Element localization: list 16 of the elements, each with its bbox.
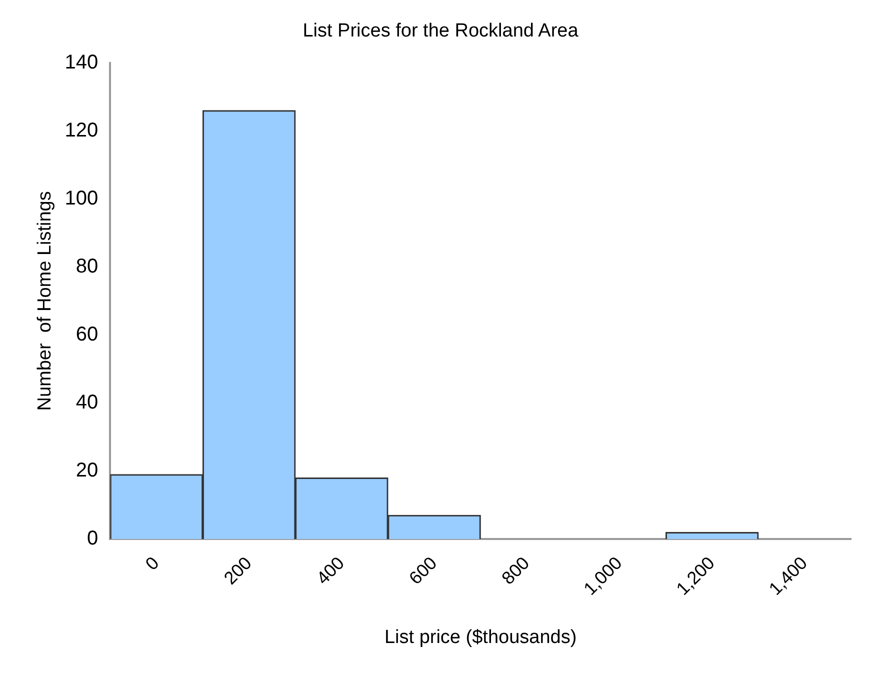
y-tick-label: 0 <box>87 528 98 550</box>
y-axis-title: Number of Home Listings <box>34 191 56 411</box>
x-tick-label: 200 <box>220 552 256 588</box>
x-tick-label: 400 <box>312 552 348 588</box>
y-tick-label: 40 <box>76 392 98 414</box>
y-tick-label: 20 <box>76 460 98 482</box>
y-tick-label: 120 <box>64 119 98 142</box>
x-axis-title: List price ($thousands) <box>384 626 577 648</box>
chart-title: List Prices for the Rockland Area <box>302 20 579 42</box>
x-tick-label: 600 <box>405 552 441 588</box>
y-tick-label: 80 <box>76 255 98 278</box>
y-tick-label: 100 <box>64 187 98 210</box>
y-tick-label: 60 <box>76 323 98 346</box>
x-tick-label: 0 <box>142 552 163 574</box>
y-tick-label: 140 <box>64 51 98 74</box>
x-tick-label: 800 <box>498 552 534 588</box>
